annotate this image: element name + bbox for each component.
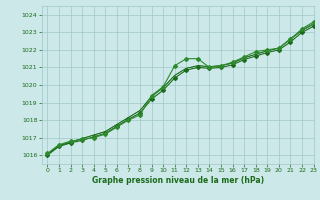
X-axis label: Graphe pression niveau de la mer (hPa): Graphe pression niveau de la mer (hPa)	[92, 176, 264, 185]
